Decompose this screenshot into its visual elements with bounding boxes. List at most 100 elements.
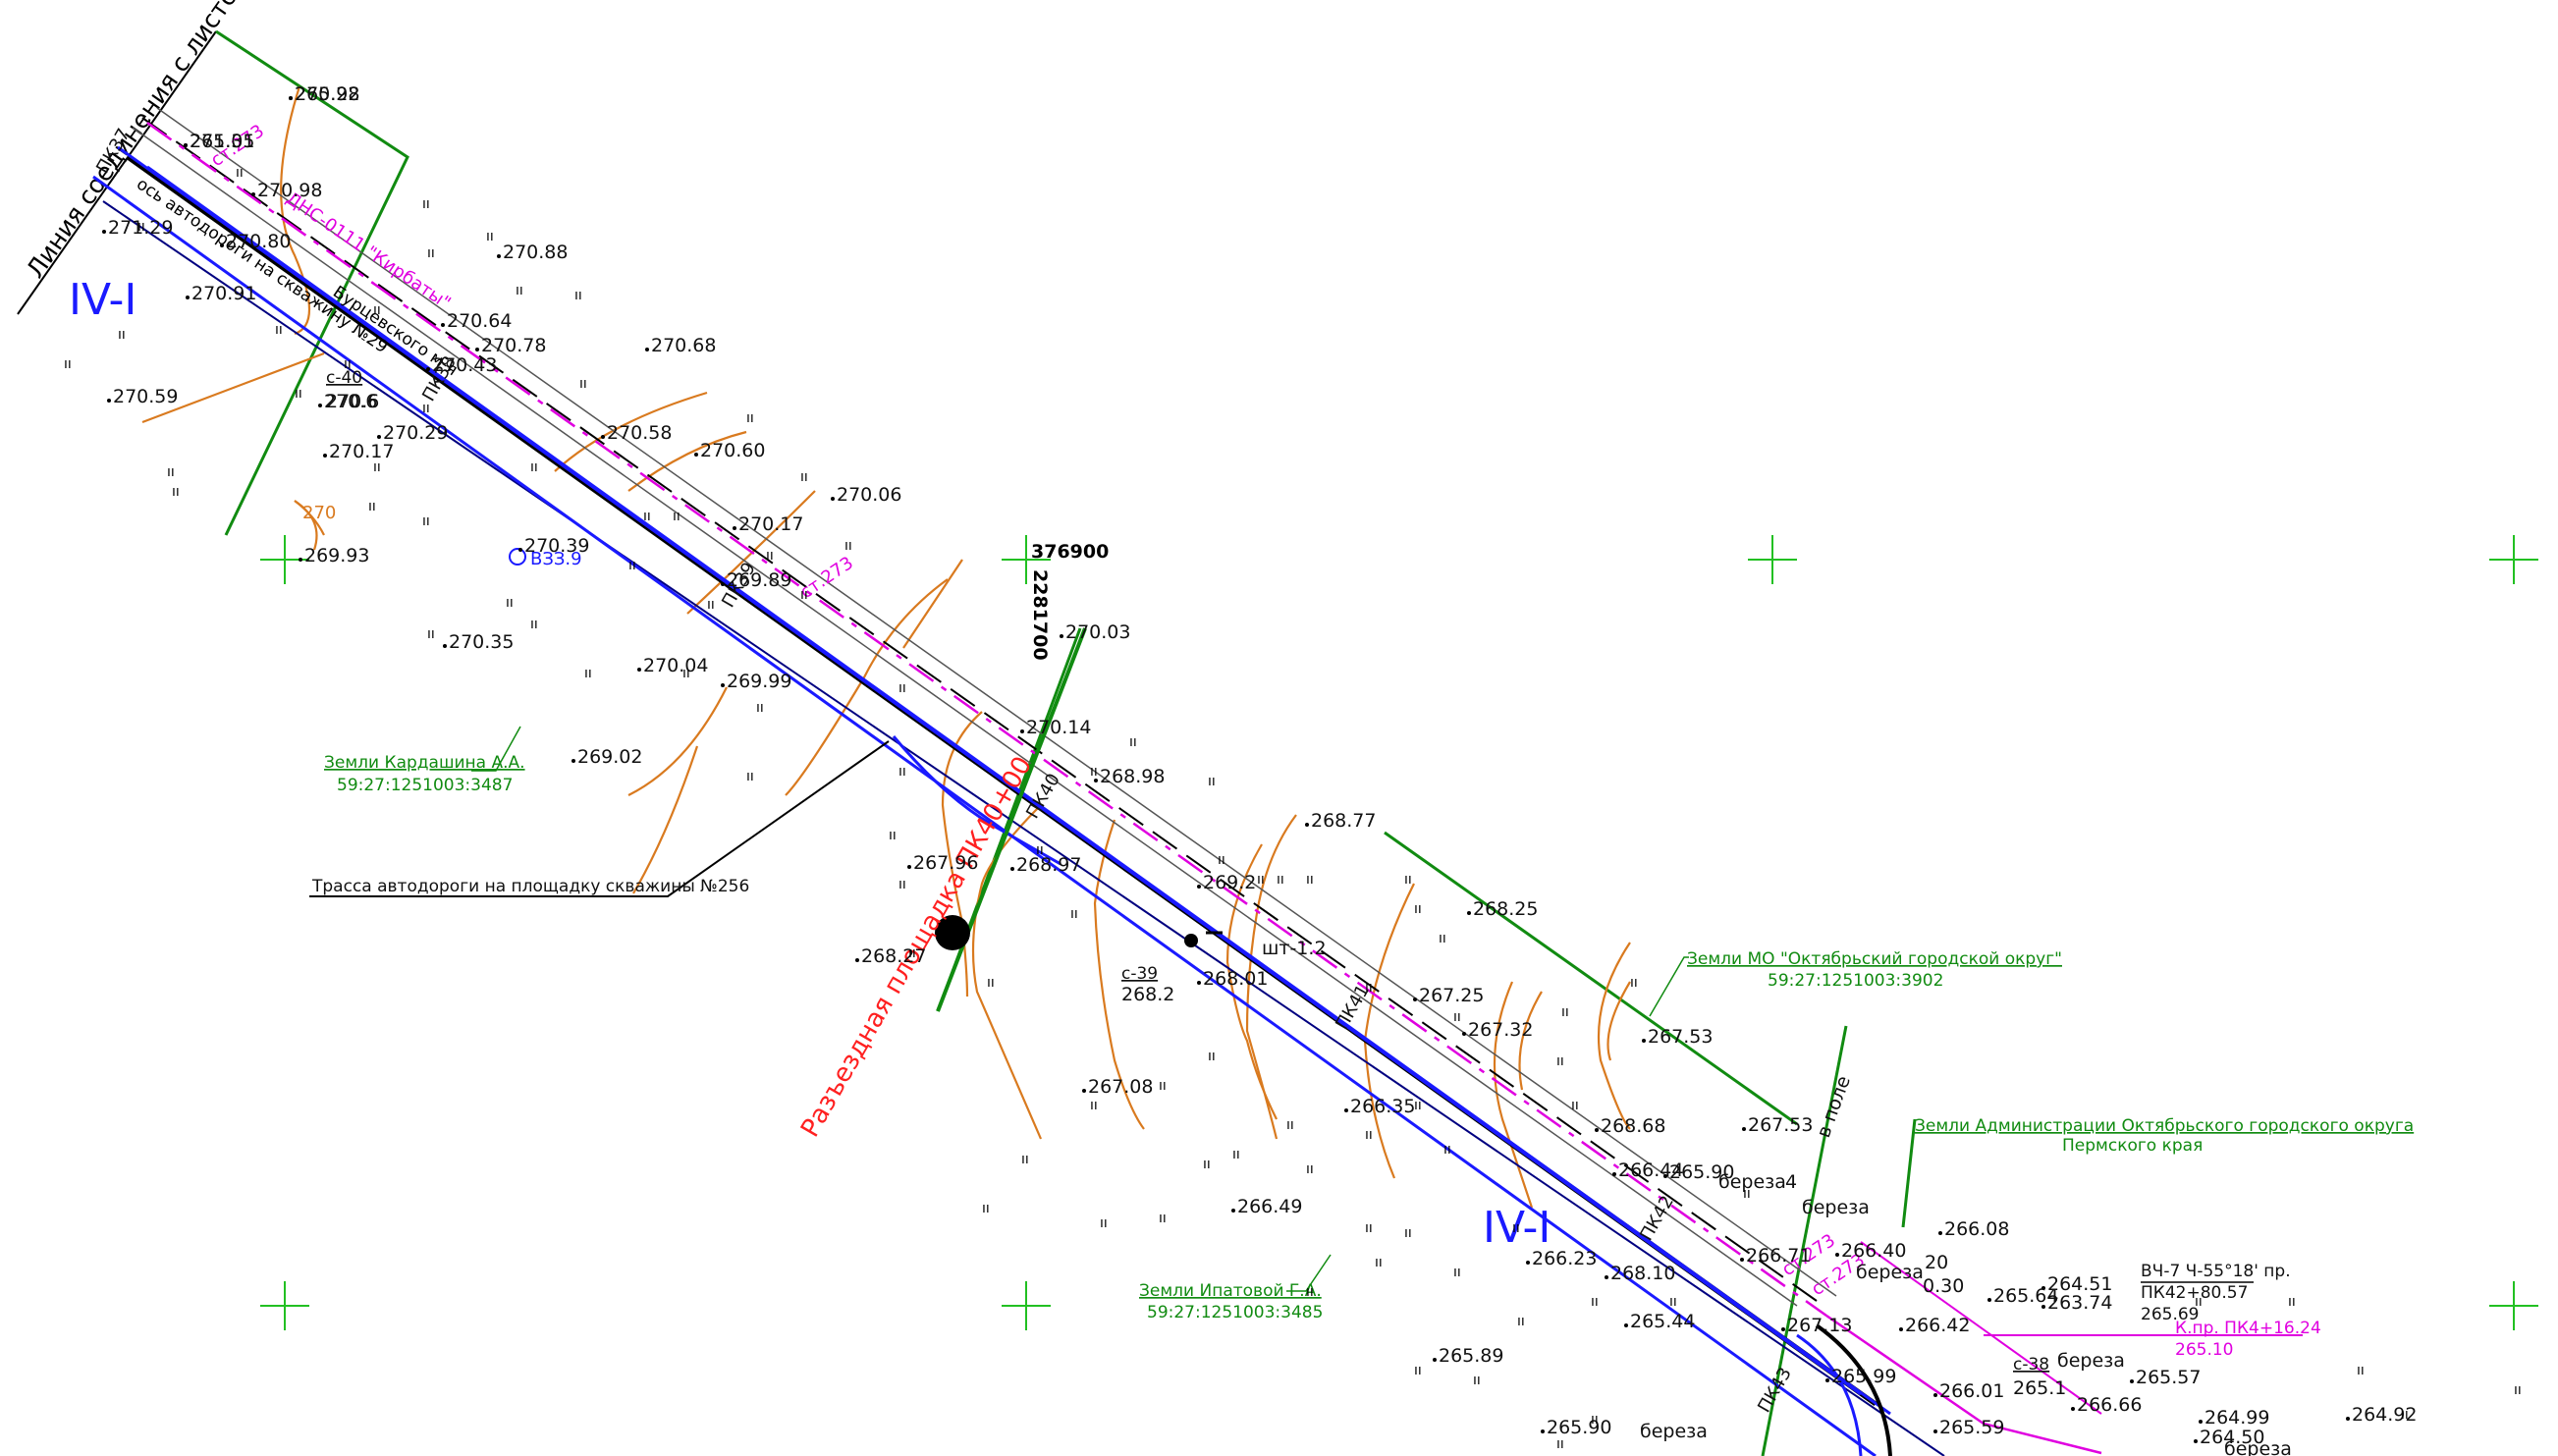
tree-label: береза [2057,1350,2125,1372]
grass-mark: ıı [236,165,244,181]
grass-mark: ıı [898,764,906,780]
elevation-dot [721,683,725,687]
elevation-dot [1612,1172,1616,1176]
grass-mark: ıı [574,288,582,303]
tree-label: береза [1640,1421,1708,1442]
elevation-dot [1541,1429,1545,1433]
elevation-label: 266.23 [1532,1248,1597,1269]
elevation-label: 270.91 [191,283,256,304]
elevation-label: 270.98 [257,180,322,201]
elevation-label: 268.77 [1311,810,1376,832]
elevation-label: 270.6 [324,391,377,412]
parcel-3-cadastral: 59:27:1251003:3902 [1768,971,1943,991]
elevation-label: 265.64 [1993,1285,2058,1307]
grass-mark: ıı [422,196,430,212]
elevation-dot [1305,823,1309,827]
grass-mark: ıı [137,219,145,235]
grass-mark: ıı [987,975,995,991]
grass-mark: ıı [1414,1363,1422,1378]
elevation-dot [1938,1231,1942,1235]
elevation-dot [1835,1253,1839,1257]
elevation-label: 270.68 [651,335,716,356]
elevation-dot [1899,1327,1903,1331]
elevation-label: 268.01 [1203,968,1268,990]
trace-label: Трасса автодороги на площадку скважины №… [311,877,749,896]
elevation-dot [323,454,327,458]
grass-mark: ıı [2401,1407,2409,1423]
grass-mark: ıı [344,356,352,372]
tree-size2: 20 [1925,1252,1948,1273]
grass-mark: ıı [118,327,126,343]
grass-mark: ıı [746,769,754,784]
elevation-label: 269.2 [1203,872,1256,893]
elevation-label: 268.10 [1610,1263,1675,1284]
elevation-dot [1413,998,1417,1001]
elevation-label: 265.44 [1630,1311,1695,1332]
elevation-dot [1344,1108,1348,1112]
elevation-dot [1933,1393,1937,1397]
grass-mark: ıı [1306,1284,1314,1300]
grass-mark: ıı [373,302,381,318]
grass-mark: ıı [1561,1004,1569,1020]
grass-mark: ıı [1365,1220,1373,1236]
elevation-label: 269.02 [577,746,642,768]
grass-mark: ıı [506,595,514,611]
elevation-label: 265.99 [1831,1366,1896,1387]
grass-mark: ıı [172,484,180,500]
elevation-label: 267.13 [1787,1315,1852,1336]
elevation-label: 270.88 [503,242,568,263]
grass-mark: ıı [1473,1373,1481,1388]
grass-mark: ıı [1365,1127,1373,1143]
elevation-label: 264.50 [2200,1427,2264,1448]
elevation-label: 270.60 [700,440,765,461]
elevation-label: 266.08 [1944,1218,2009,1240]
grass-mark: ıı [427,245,435,261]
elevation-dot [497,254,501,258]
elevation-dot [299,558,302,562]
elevation-dot [1740,1258,1744,1262]
tree-label: береза [1856,1262,1924,1283]
elevation-dot [186,296,190,299]
elevation-dot [1933,1429,1937,1433]
grass-mark: ıı [844,538,852,554]
elevation-label: 270.17 [738,513,803,535]
parcel-1: Земли Кардашина А.А. 59:27:1251003:3487 [324,727,525,795]
elevation-dot [102,230,106,234]
elevation-label: 270.06 [837,484,901,506]
grass-mark: ıı [530,459,538,475]
grass-mark: ıı [486,229,494,244]
elevation-dot [289,96,293,100]
elevation-dot [1231,1209,1235,1213]
kpr-elev: 265.10 [2175,1340,2233,1360]
grass-mark: ıı [800,587,808,603]
elevation-label: 270.80 [226,231,291,252]
elevation-dot [645,348,649,351]
grass-mark: ıı [1306,1161,1314,1177]
grass-mark: ıı [1453,1009,1461,1025]
elevation-dot [1987,1298,1991,1302]
elevation-dot [1010,867,1014,871]
elevation-label: 270.04 [643,655,708,676]
grass-mark: ıı [1365,980,1373,996]
elevation-dot [721,582,725,586]
elevation-label: 268.27 [861,945,926,967]
grass-mark: ıı [1556,1436,1564,1452]
vl-block: ВЧ-7 Ч-55°18' пр. ПК42+80.57 265.69 К.пр… [2141,1262,2321,1360]
elevation-label: 270.39 [524,535,589,557]
elevation-label: 270.59 [113,386,178,407]
elevation-dot [1642,1039,1646,1043]
elevation-dot [184,143,188,147]
elevation-dot [637,668,641,672]
grass-mark: ıı [373,459,381,475]
grass-mark: ıı [1453,1265,1461,1280]
grass-mark: ıı [1021,1152,1029,1167]
elevation-label: 268.97 [1016,854,1081,876]
elevation-label: 267.08 [1088,1076,1153,1098]
grass-mark: ıı [422,401,430,416]
elevation-dot [251,192,255,196]
grass-mark: ıı [64,356,72,372]
grass-mark: ıı [530,617,538,632]
grass-mark: ıı [766,548,774,564]
grass-mark: ıı [908,945,916,961]
